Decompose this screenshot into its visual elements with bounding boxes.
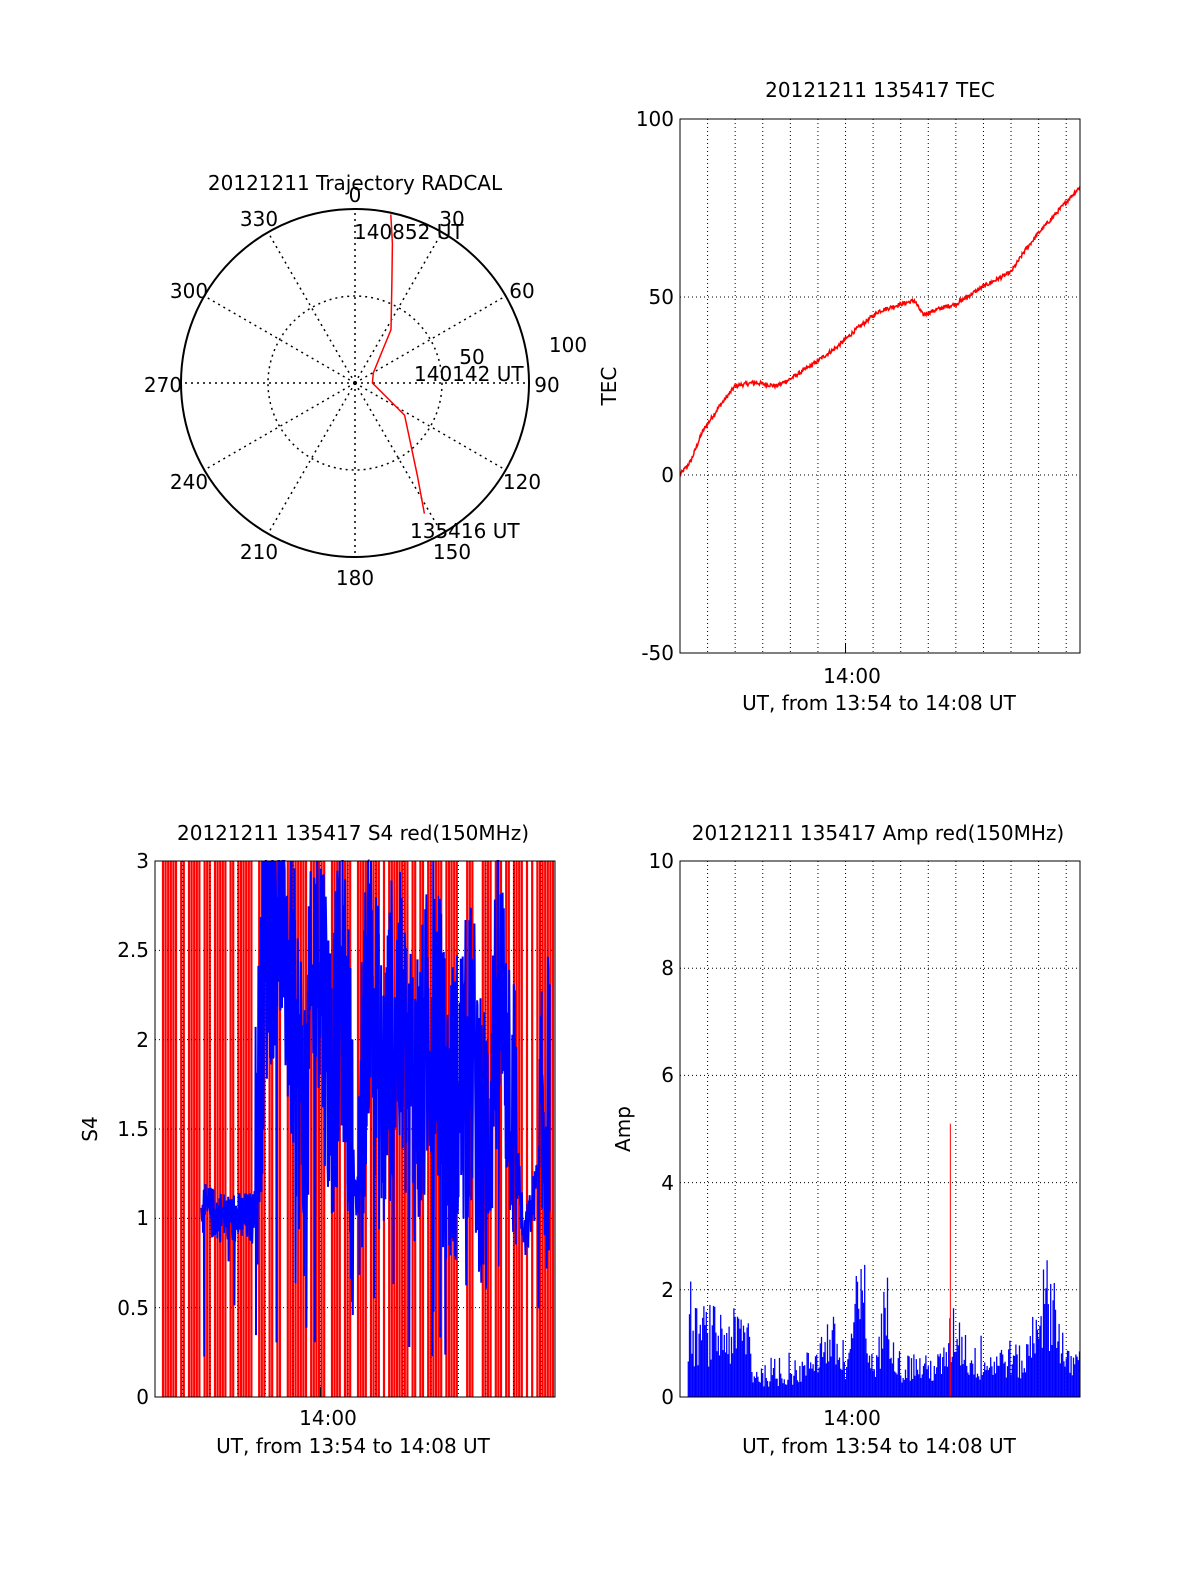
polar-spoke: [267, 231, 356, 384]
tec-xtick-1400: 14:00: [823, 664, 881, 688]
amp-title: 20121211 135417 Amp red(150MHz): [692, 821, 1064, 845]
s4-ytick-2: 2: [136, 1028, 149, 1052]
polar-spoke: [354, 231, 443, 384]
traj-label-start: 135416 UT: [410, 519, 520, 543]
s4-title: 20121211 135417 S4 red(150MHz): [177, 821, 529, 845]
amp-panel: 20121211 135417 Amp red(150MHz) 10 8 6 4…: [611, 821, 1081, 1458]
amp-ytick-10: 10: [649, 849, 674, 873]
az-label-180: 180: [336, 566, 374, 590]
trajectory-line: [371, 214, 426, 514]
s4-plot-frame: [154, 860, 556, 1398]
az-label-330: 330: [240, 207, 278, 231]
az-label-60: 60: [509, 279, 534, 303]
tec-panel: 20121211 135417 TEC 100 50 0 -50 TEC 14:…: [597, 78, 1081, 715]
s4-ytick-2.5: 2.5: [117, 938, 149, 962]
az-label-90: 90: [534, 373, 559, 397]
amp-ytick-0: 0: [661, 1385, 674, 1409]
tec-ytick-50: 50: [649, 285, 674, 309]
s4-ytick-0.5: 0.5: [117, 1296, 149, 1320]
tec-ylabel: TEC: [597, 367, 621, 407]
s4-ylabel: S4: [78, 1116, 102, 1141]
tec-ytick-100: 100: [636, 107, 674, 131]
polar-spoke: [354, 382, 507, 471]
amp-ytick-2: 2: [661, 1278, 674, 1302]
s4-blue-series-line: [200, 859, 551, 1357]
polar-panel: 20121211 Trajectory RADCAL 0 30 60 90 12…: [144, 171, 587, 590]
az-label-120: 120: [503, 470, 541, 494]
polar-inner-circle: [267, 295, 443, 471]
az-label-240: 240: [170, 470, 208, 494]
s4-panel: 20121211 135417 S4 red(150MHz) 3 2.5 2 1…: [78, 821, 556, 1458]
tec-series-line: [679, 186, 1081, 477]
az-label-30: 30: [439, 207, 464, 231]
amp-blue-series: [687, 1260, 1081, 1397]
amp-xlabel: UT, from 13:54 to 14:08 UT: [742, 1434, 1017, 1458]
amp-ytick-6: 6: [661, 1063, 674, 1087]
tec-ytick--50: -50: [641, 641, 674, 665]
amp-grid: [680, 861, 1080, 1397]
tec-ytick-0: 0: [661, 463, 674, 487]
tec-xlabel: UT, from 13:54 to 14:08 UT: [742, 691, 1017, 715]
traj-label-end: 140852 UT: [354, 220, 464, 244]
tec-grid: [680, 119, 1080, 653]
az-label-210: 210: [240, 540, 278, 564]
amp-plot-frame: [679, 860, 1081, 1398]
polar-spokes: [181, 209, 529, 557]
tec-plot-frame: [679, 118, 1081, 654]
radial-label-50: 50: [459, 345, 484, 369]
tec-title: 20121211 135417 TEC: [765, 78, 995, 102]
az-label-270: 270: [144, 373, 182, 397]
polar-spoke: [267, 382, 356, 535]
s4-xlabel: UT, from 13:54 to 14:08 UT: [216, 1434, 491, 1458]
polar-spoke: [203, 382, 356, 471]
amp-xtick-1400: 14:00: [823, 1406, 881, 1430]
polar-spoke: [354, 295, 507, 384]
amp-ytick-4: 4: [661, 1171, 674, 1195]
polar-spoke: [203, 295, 356, 384]
polar-outer-circle: [180, 208, 530, 558]
az-label-0: 0: [349, 183, 362, 207]
s4-ytick-3: 3: [136, 849, 149, 873]
traj-label-mid: 140142 UT: [414, 362, 524, 386]
az-label-150: 150: [433, 540, 471, 564]
s4-ytick-0: 0: [136, 1385, 149, 1409]
s4-ytick-1.5: 1.5: [117, 1117, 149, 1141]
az-label-300: 300: [170, 279, 208, 303]
radial-label-100: 100: [549, 333, 587, 357]
polar-spoke: [354, 382, 443, 535]
polar-azimuth-labels: 0 30 60 90 120 150 180 210 240 270 300 3…: [144, 183, 560, 590]
amp-ytick-8: 8: [661, 956, 674, 980]
polar-title: 20121211 Trajectory RADCAL: [208, 171, 503, 195]
s4-ytick-1: 1: [136, 1206, 149, 1230]
amp-ylabel: Amp: [611, 1106, 635, 1152]
s4-xtick-1400: 14:00: [299, 1406, 357, 1430]
